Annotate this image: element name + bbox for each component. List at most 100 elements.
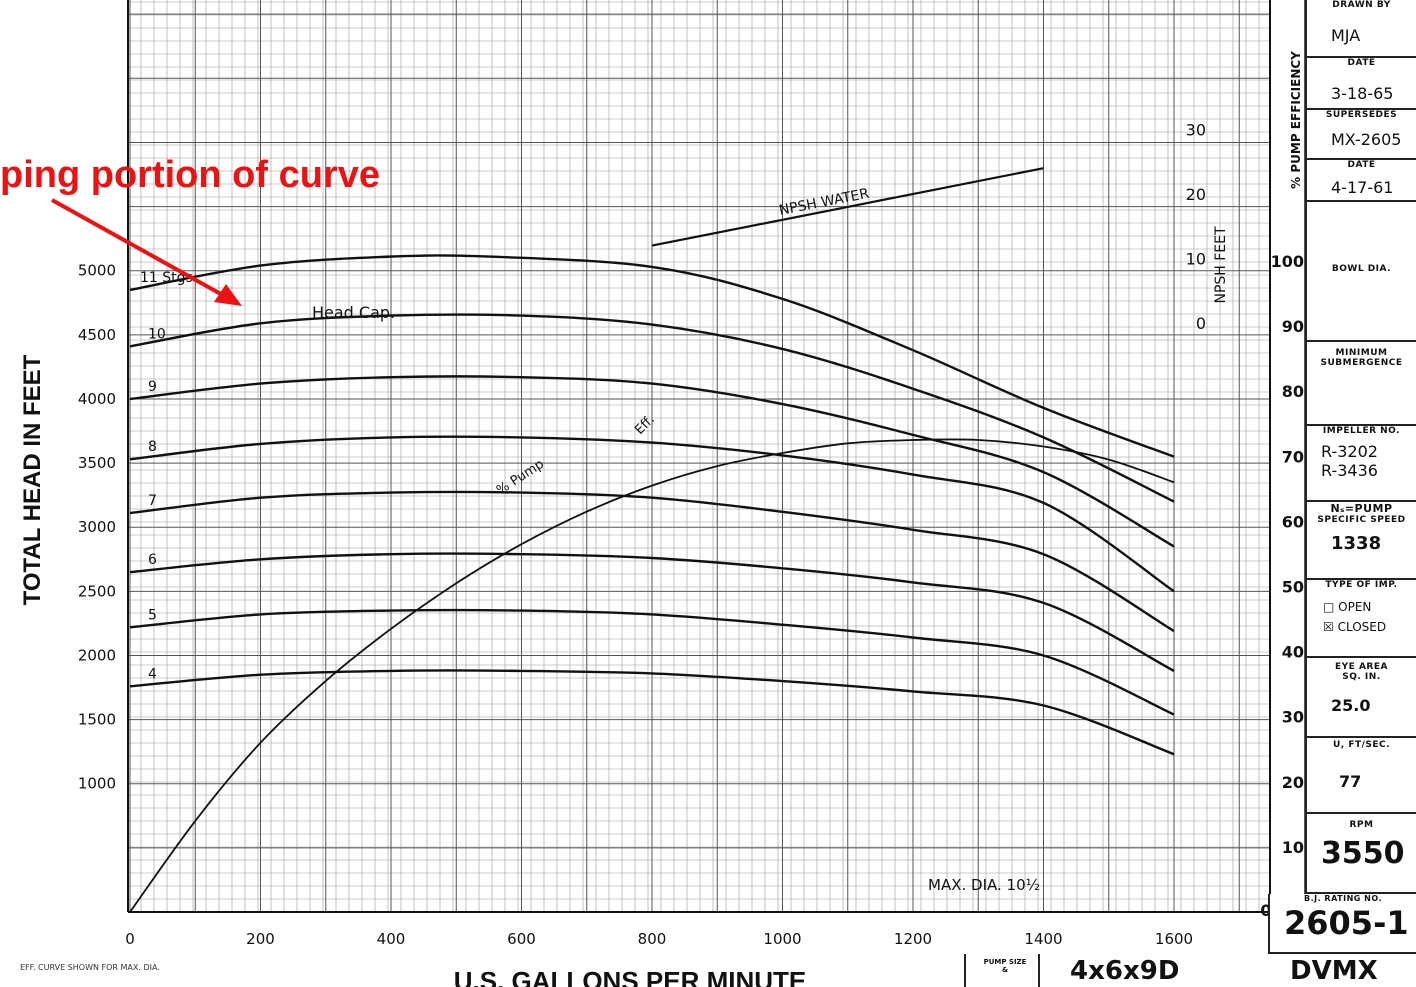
npsh-water-label: NPSH WATER (778, 186, 871, 219)
chart-curves (129, 167, 1175, 913)
tb-rating-value: 2605-1 (1284, 904, 1409, 942)
tb-impeller-type: TYPE OF IMP. □ OPEN ☒ CLOSED (1305, 580, 1416, 658)
tb-supersedes: SUPERSEDES MX-2605 (1305, 110, 1416, 160)
eff-tick-label: 80 (1282, 382, 1304, 401)
tb-eye-value: 25.0 (1331, 696, 1371, 715)
efficiency-curve (129, 438, 1175, 913)
tb-bowl-dia: BOWL DIA. (1305, 202, 1416, 342)
x-tick-label: 1600 (1155, 930, 1193, 948)
x-tick-label: 0 (125, 930, 135, 948)
tb-specific-speed: Nₛ=PUMP SPECIFIC SPEED 1338 (1305, 502, 1416, 580)
eff-tick-label: 0 (1260, 901, 1271, 920)
x-tick-label: 1000 (763, 930, 801, 948)
tb-drawn-by-value: MJA (1331, 26, 1361, 45)
tb-min-sub: MINIMUM SUBMERGENCE (1305, 342, 1416, 426)
head-curve-4 (129, 435, 1175, 593)
tb-impeller-2: R-3436 (1321, 461, 1378, 480)
head-curve-label: 10 (148, 326, 166, 342)
y-tick-label: 2500 (78, 582, 116, 600)
y-axis-label: TOTAL HEAD IN FEET (19, 354, 46, 605)
eff-tick-label: 20 (1282, 773, 1304, 792)
head-curve-label: 7 (148, 493, 157, 509)
npsh-tick-label: 0 (1196, 314, 1206, 333)
head-cap-label: Head Cap. (312, 303, 395, 322)
npsh-tick-label: 30 (1186, 121, 1206, 140)
tb-type-label: TYPE OF IMP. (1325, 580, 1398, 590)
head-curve-8 (129, 669, 1175, 756)
head-curve-3 (129, 375, 1175, 548)
tb-bowl-dia-label: BOWL DIA. (1331, 264, 1392, 274)
head-curve-2 (129, 313, 1175, 503)
tb-u-label: U, FT/SEC. (1332, 740, 1391, 750)
y-tick-label: 4500 (78, 326, 116, 344)
annotation-arrow (51, 198, 242, 306)
y-tick-label: 5000 (78, 262, 116, 280)
tb-type-open: □ OPEN (1323, 600, 1372, 614)
tb-impeller-label: IMPELLER NO. (1322, 426, 1401, 436)
tb-pump-size: PUMP SIZE & 4x6x9D DVMX (964, 954, 1416, 987)
head-curve-6 (129, 552, 1175, 672)
chart-tick-labels: 0 200 400 600 800 1000 1200 1400 160010001500200… (78, 121, 1304, 949)
tb-eye-label: EYE AREA SQ. IN. (1335, 662, 1388, 682)
tb-u-value: 77 (1339, 772, 1362, 791)
eff-tick-label: 40 (1282, 643, 1304, 662)
annotation-text: ping portion of curve (0, 154, 380, 196)
tb-ns-label: Nₛ=PUMP (1330, 502, 1393, 515)
tb-rpm-value: 3550 (1321, 836, 1405, 871)
tb-rating-label: B.J. RATING NO. (1303, 894, 1382, 903)
tb-ns-value: 1338 (1331, 533, 1382, 554)
head-curve-label: 5 (148, 607, 157, 623)
tb-min-sub-label: MINIMUM SUBMERGENCE (1320, 348, 1403, 368)
head-curve-label: 4 (148, 666, 157, 682)
eff-label: Eff. (632, 412, 658, 438)
chart-axes (127, 0, 1271, 913)
chart-grid (127, 0, 1305, 913)
max-dia-label: MAX. DIA. 10½ (928, 876, 1040, 894)
eff-tick-label: 30 (1282, 708, 1304, 727)
tb-date-label: DATE (1347, 58, 1376, 68)
tb-model-value: DVMX (1290, 956, 1378, 986)
eff-tick-label: 60 (1282, 512, 1304, 531)
head-curve-label: 8 (148, 439, 157, 455)
tb-drawn-by-label: DRAWN BY (1332, 0, 1391, 10)
eff-tick-label: 90 (1282, 317, 1304, 336)
head-curve-5 (129, 490, 1175, 633)
head-curve-label: 6 (148, 552, 157, 568)
tb-impeller: IMPELLER NO. R-3202 R-3436 (1305, 426, 1416, 502)
y-tick-label: 2000 (78, 646, 116, 664)
y-tick-label: 1000 (78, 775, 116, 793)
npsh-tick-label: 10 (1186, 250, 1206, 269)
y-tick-label: 4000 (78, 390, 116, 408)
x-axis-label: U.S. GALLONS PER MINUTE (454, 966, 806, 987)
tb-supersedes-value: MX-2605 (1331, 130, 1402, 149)
footnote: EFF. CURVE SHOWN FOR MAX. DIA. (20, 963, 160, 972)
x-tick-label: 200 (246, 930, 275, 948)
head-curve-1 (129, 254, 1175, 458)
eff-tick-label: 100 (1271, 252, 1304, 271)
head-curve-7 (129, 608, 1175, 716)
x-tick-label: 1400 (1024, 930, 1062, 948)
y-tick-label: 3000 (78, 518, 116, 536)
eff-tick-label: 50 (1282, 578, 1304, 597)
head-curve-label: 9 (148, 379, 157, 395)
x-tick-label: 600 (507, 930, 536, 948)
tb-rating: B.J. RATING NO. 2605-1 (1268, 894, 1416, 954)
tb-pump-size-value: 4x6x9D (1070, 956, 1180, 986)
tb-date2-label: DATE (1347, 160, 1376, 170)
eff-axis-label: % PUMP EFFICIENCY (1289, 51, 1303, 189)
eff-tick-label: 70 (1282, 447, 1304, 466)
tb-date: DATE 3-18-65 (1305, 58, 1416, 110)
tb-rpm-label: RPM (1349, 820, 1374, 830)
tb-impeller-1: R-3202 (1321, 442, 1378, 461)
tb-drawn-by: DRAWN BY MJA (1305, 0, 1416, 58)
npsh-axis-label: NPSH FEET (1213, 226, 1229, 304)
tb-velocity: U, FT/SEC. 77 (1305, 738, 1416, 814)
y-tick-label: 3500 (78, 454, 116, 472)
eff-tick-label: 10 (1282, 838, 1304, 857)
tb-ns-sub: SPECIFIC SPEED (1317, 515, 1406, 525)
tb-eye-area: EYE AREA SQ. IN. 25.0 (1305, 658, 1416, 738)
tb-date-value: 3-18-65 (1331, 84, 1394, 103)
x-tick-label: 800 (638, 930, 667, 948)
x-tick-label: 400 (377, 930, 406, 948)
